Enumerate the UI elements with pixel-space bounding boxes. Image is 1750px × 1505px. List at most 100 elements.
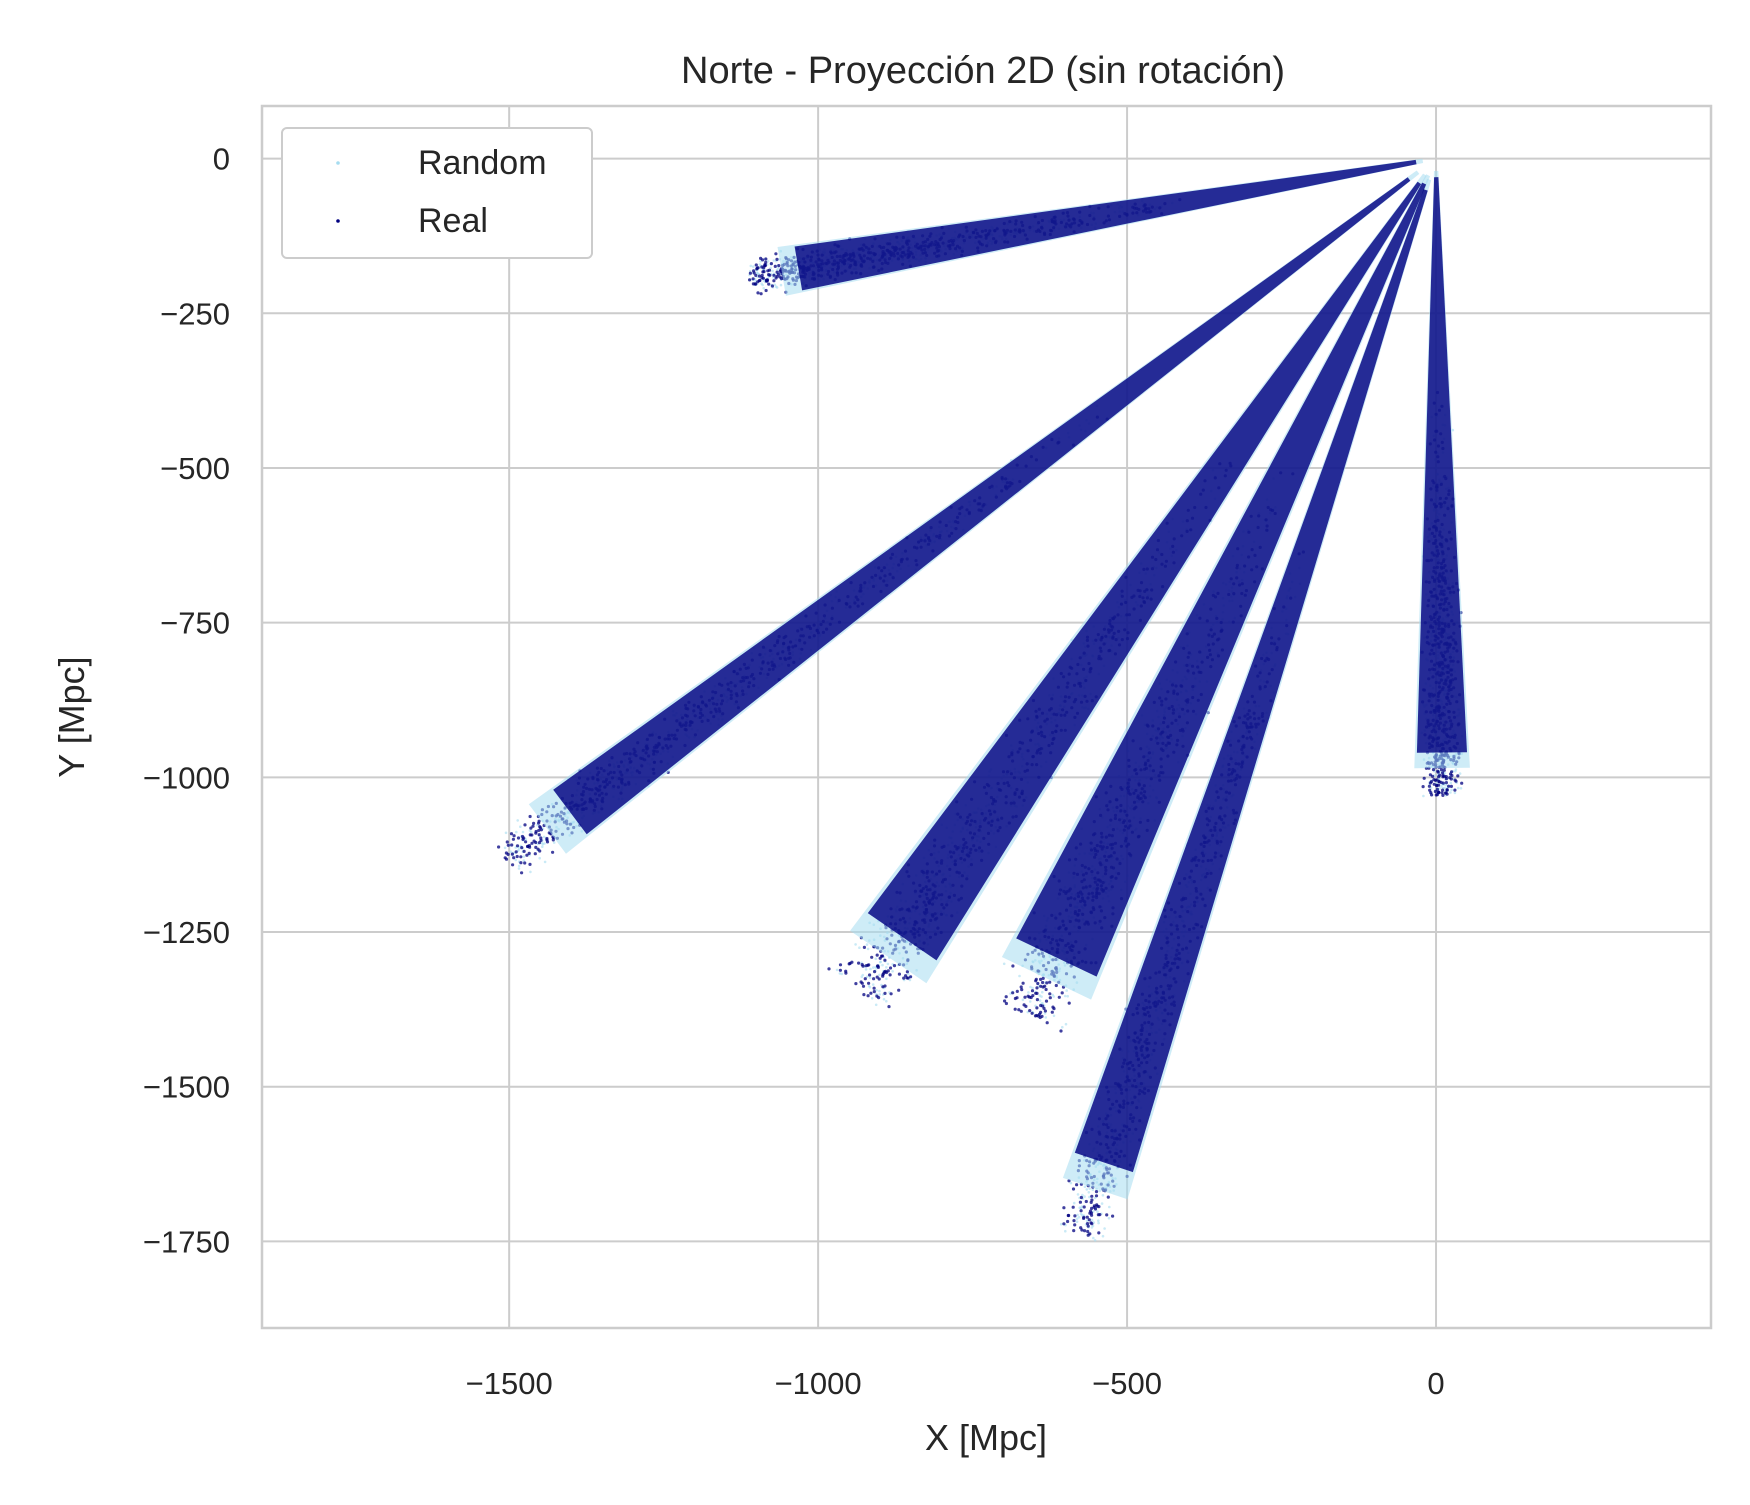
data-point <box>1086 1188 1089 1191</box>
data-point <box>1080 1196 1083 1199</box>
data-point <box>1076 1220 1079 1223</box>
data-point <box>525 854 528 857</box>
data-point <box>1090 1195 1093 1198</box>
data-point <box>889 966 892 969</box>
data-point <box>1111 1215 1114 1218</box>
data-point <box>507 844 510 847</box>
data-point <box>898 973 901 976</box>
data-point <box>761 258 764 261</box>
data-point <box>545 838 548 841</box>
data-point <box>1055 984 1058 987</box>
data-point <box>529 871 532 874</box>
data-point <box>1097 1219 1100 1222</box>
data-point <box>1088 1187 1091 1190</box>
data-point <box>827 967 830 970</box>
data-point <box>1046 1021 1049 1024</box>
data-point <box>766 269 769 272</box>
data-point <box>534 852 537 855</box>
data-point <box>538 857 541 860</box>
data-point <box>1078 1216 1081 1219</box>
data-point <box>1094 1207 1097 1210</box>
data-point <box>531 825 534 828</box>
data-point <box>883 959 886 962</box>
data-point <box>1035 986 1038 989</box>
data-point <box>1011 991 1014 994</box>
data-point <box>1042 985 1045 988</box>
data-point <box>760 292 763 295</box>
data-point <box>1065 989 1068 992</box>
data-point <box>881 985 884 988</box>
data-point <box>869 992 872 995</box>
data-point <box>867 963 870 966</box>
data-point <box>520 846 523 849</box>
data-point <box>881 964 884 967</box>
chart-title: Norte - Proyección 2D (sin rotación) <box>681 50 1285 92</box>
data-point <box>883 998 886 1001</box>
data-point <box>515 850 518 853</box>
data-point <box>873 990 876 993</box>
data-point <box>1035 992 1038 995</box>
data-point <box>1040 1015 1043 1018</box>
data-point <box>512 838 515 841</box>
data-point <box>755 263 758 266</box>
data-point <box>1068 1002 1071 1005</box>
data-point <box>1045 1000 1048 1003</box>
data-point <box>1005 1002 1008 1005</box>
data-point <box>1073 1223 1076 1226</box>
data-point <box>1045 1016 1048 1019</box>
data-point <box>542 843 545 846</box>
data-point <box>1083 1205 1086 1208</box>
data-point <box>504 856 507 859</box>
data-point <box>765 279 768 282</box>
data-point <box>523 861 526 864</box>
data-point <box>523 855 526 858</box>
data-point <box>1101 1202 1104 1205</box>
data-point <box>511 853 514 856</box>
data-point <box>1108 1206 1111 1209</box>
data-point <box>497 845 500 848</box>
data-point <box>1048 992 1051 995</box>
data-point <box>774 252 777 255</box>
data-point <box>529 833 532 836</box>
data-point <box>518 867 521 870</box>
data-point <box>504 847 507 850</box>
data-point <box>1061 1026 1064 1029</box>
data-point <box>1097 1222 1100 1225</box>
data-point <box>775 258 778 261</box>
data-point <box>515 831 518 834</box>
data-point <box>541 845 544 848</box>
data-point <box>1094 1239 1097 1242</box>
data-point <box>544 861 547 864</box>
data-point <box>867 948 870 951</box>
data-point <box>865 968 868 971</box>
data-point <box>878 993 881 996</box>
data-point <box>1065 1023 1068 1026</box>
data-point <box>854 982 857 985</box>
data-point <box>1064 1230 1067 1233</box>
data-point <box>863 946 866 949</box>
data-point <box>530 842 533 845</box>
data-point <box>836 969 839 972</box>
data-point <box>1031 989 1034 992</box>
data-point <box>518 865 521 868</box>
data-point <box>515 859 518 862</box>
data-point <box>854 943 857 946</box>
data-point <box>522 831 525 834</box>
data-point <box>1103 1227 1106 1230</box>
data-point <box>506 840 509 843</box>
data-point <box>1449 791 1452 794</box>
data-point <box>1077 1193 1080 1196</box>
data-point <box>877 966 880 969</box>
data-point <box>864 977 867 980</box>
data-point <box>771 284 774 287</box>
data-point <box>528 863 531 866</box>
data-point <box>1011 964 1014 967</box>
data-point <box>1051 994 1054 997</box>
data-point <box>510 843 513 846</box>
data-point <box>861 963 864 966</box>
data-point <box>873 970 876 973</box>
data-point <box>861 982 864 985</box>
data-point <box>505 832 508 835</box>
data-point <box>841 973 844 976</box>
data-point <box>869 968 872 971</box>
